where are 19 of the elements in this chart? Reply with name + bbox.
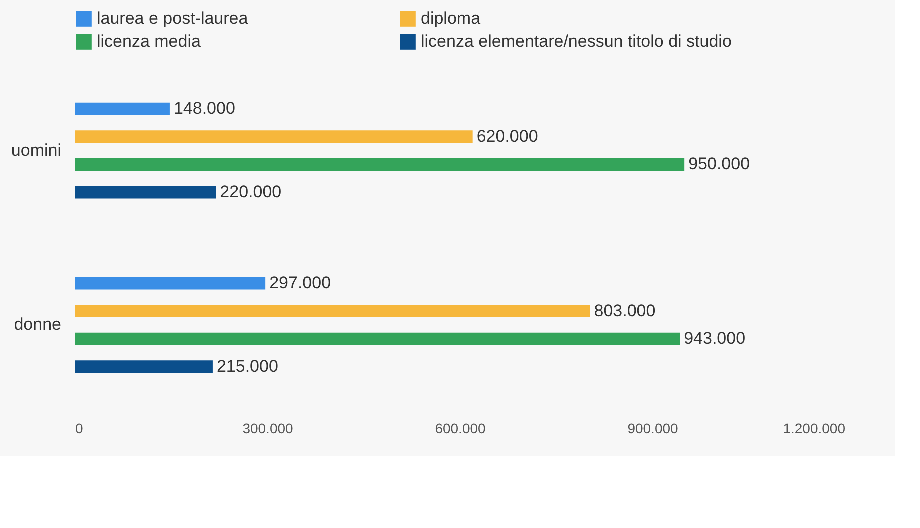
legend-label: licenza media	[97, 32, 202, 51]
x-tick-label: 1.200.000	[783, 420, 846, 436]
x-tick-label: 600.000	[435, 420, 486, 436]
data-label: 148.000	[174, 99, 236, 118]
x-tick-label: 900.000	[628, 420, 679, 436]
data-label: 943.000	[684, 329, 746, 348]
data-label: 215.000	[216, 356, 278, 376]
data-label: 620.000	[476, 126, 538, 146]
y-tick-label: donne	[14, 315, 62, 334]
y-tick-label: uomini	[11, 140, 62, 160]
legend-label: laurea e post-laurea	[97, 9, 249, 28]
legend-label: licenza elementare/nessun titolo di studio	[421, 32, 732, 51]
data-label: 950.000	[688, 154, 750, 174]
data-label: 220.000	[220, 182, 282, 202]
data-label: 803.000	[594, 301, 656, 320]
x-tick-label: 0	[76, 420, 84, 436]
data-label: 297.000	[270, 273, 332, 292]
legend-label: diploma	[421, 9, 482, 28]
x-tick-label: 300.000	[242, 420, 294, 436]
